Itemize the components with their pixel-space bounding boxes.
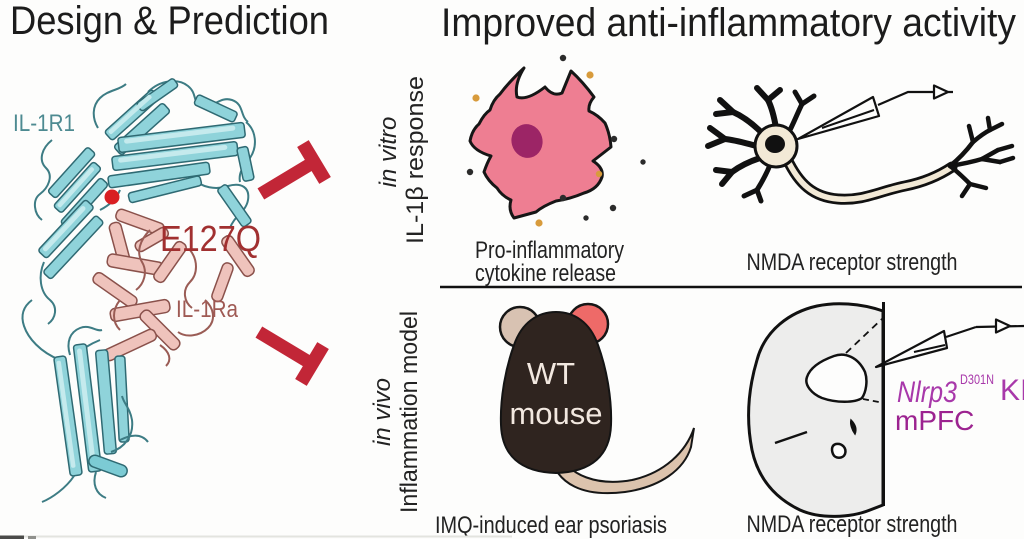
svg-text:D301N: D301N xyxy=(960,371,994,387)
svg-text:IL-1β response: IL-1β response xyxy=(402,76,429,244)
svg-text:IL-1Ra: IL-1Ra xyxy=(176,296,239,323)
svg-text:Pro-inflammatory: Pro-inflammatory xyxy=(475,237,624,264)
svg-text:NMDA receptor strength: NMDA receptor strength xyxy=(747,249,958,276)
svg-text:mouse: mouse xyxy=(509,396,602,431)
svg-text:Nlrp3: Nlrp3 xyxy=(897,376,957,409)
svg-text:Improved anti-inflammatory act: Improved anti-inflammatory activity xyxy=(441,1,1016,45)
svg-text:Inflammation model: Inflammation model xyxy=(396,311,423,513)
svg-text:KI: KI xyxy=(1000,374,1024,407)
svg-text:in vivo: in vivo xyxy=(369,378,396,446)
svg-text:mPFC: mPFC xyxy=(895,405,974,436)
svg-text:E127Q: E127Q xyxy=(160,218,261,259)
svg-text:IL-1R1: IL-1R1 xyxy=(13,110,75,137)
svg-text:IMQ-induced ear psoriasis: IMQ-induced ear psoriasis xyxy=(435,512,667,539)
svg-text:in vitro: in vitro xyxy=(375,117,402,188)
svg-text:Design & Prediction: Design & Prediction xyxy=(10,0,329,43)
svg-text:WT: WT xyxy=(527,356,575,391)
svg-text:cytokine release: cytokine release xyxy=(475,260,616,287)
svg-text:NMDA receptor strength: NMDA receptor strength xyxy=(747,511,958,538)
